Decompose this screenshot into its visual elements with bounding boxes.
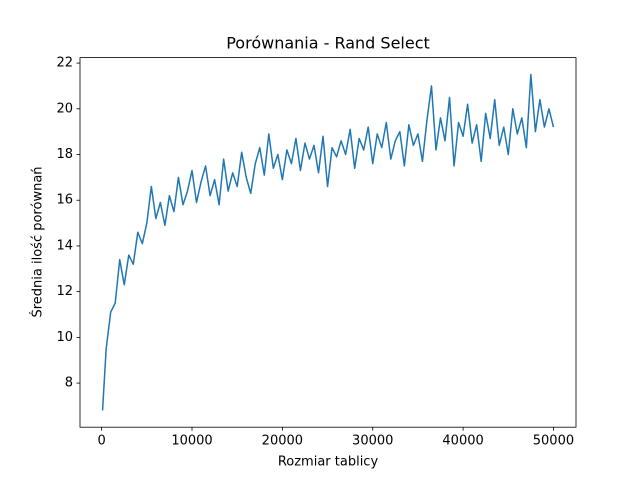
y-tick-label: 18 xyxy=(56,147,73,162)
x-tick-label: 20000 xyxy=(262,434,303,449)
chart-title: Porównania - Rand Select xyxy=(226,34,430,53)
y-tick-label: 14 xyxy=(56,238,73,253)
y-tick-label: 16 xyxy=(56,193,73,208)
x-tick-label: 50000 xyxy=(533,434,574,449)
x-tick-label: 10000 xyxy=(171,434,212,449)
x-tick-label: 40000 xyxy=(442,434,483,449)
y-tick-label: 22 xyxy=(56,56,73,71)
x-tick-label: 30000 xyxy=(352,434,393,449)
y-tick-label: 12 xyxy=(56,284,73,299)
plot-frame xyxy=(79,57,577,428)
y-tick-label: 8 xyxy=(65,376,73,391)
y-axis-label: Średnia ilość porównań xyxy=(30,166,46,317)
x-axis-label: Rozmiar tablicy xyxy=(278,455,379,470)
y-tick-label: 20 xyxy=(56,101,73,116)
y-tick-label: 10 xyxy=(56,330,73,345)
x-tick-label: 0 xyxy=(98,434,106,449)
data-line xyxy=(101,73,555,411)
